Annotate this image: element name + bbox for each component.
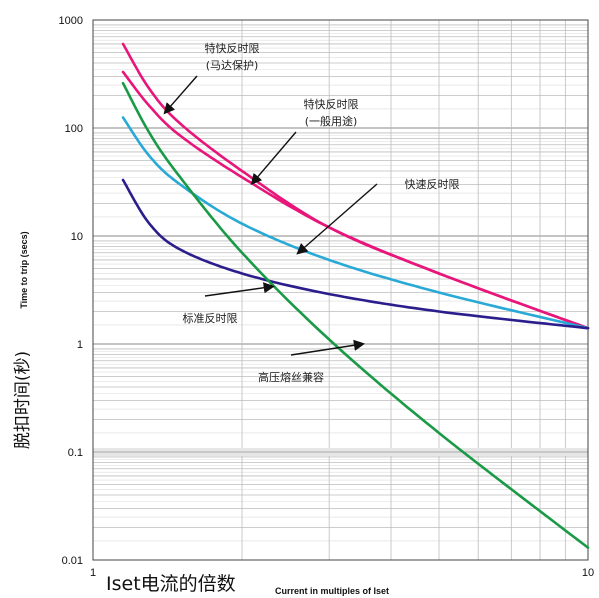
curve-label-0: 特快反时限 xyxy=(205,41,260,55)
annotation-arrow-1 xyxy=(250,131,297,186)
curves-layer xyxy=(121,42,590,549)
annotation-arrow-0 xyxy=(163,75,198,115)
x-tick-label: 1 xyxy=(90,567,96,579)
plot-frame xyxy=(92,19,589,561)
annotation-arrow-3 xyxy=(204,282,275,297)
curve-label-1: 特快反时限 xyxy=(304,97,359,111)
curve-label-1-line2: (一般用途) xyxy=(305,114,358,128)
y-tick-label: 10 xyxy=(71,231,83,243)
curve-label-0-line2: (马达保护) xyxy=(206,58,259,72)
series-line-3 xyxy=(121,178,590,330)
y-axis-label-en: Time to trip (secs) xyxy=(19,231,29,308)
x-axis-label-cn: Iset电流的倍数 xyxy=(106,573,236,595)
y-tick-label: 0.01 xyxy=(62,555,83,567)
curve-label-4: 高压熔丝兼容 xyxy=(258,370,324,384)
annotation-arrow-2 xyxy=(296,183,378,255)
curve-label-3: 标准反时限 xyxy=(183,311,238,325)
x-tick-label: 10 xyxy=(582,567,594,579)
y-tick-label: 100 xyxy=(65,123,83,135)
y-tick-label: 1000 xyxy=(59,15,83,27)
y-tick-label: 0.1 xyxy=(68,447,83,459)
series-line-4 xyxy=(121,81,590,549)
series-line-2 xyxy=(121,116,590,330)
annotation-arrow-4 xyxy=(290,339,366,356)
series-line-1 xyxy=(121,70,590,330)
curve-label-2: 快速反时限 xyxy=(405,178,460,191)
y-axis-label-cn: 脱扣时间(秒) xyxy=(13,351,33,449)
series-line-0 xyxy=(121,42,590,330)
x-axis-label-en: Current in multiples of Iset xyxy=(275,586,389,596)
y-tick-label: 1 xyxy=(77,339,83,351)
ticks-layer: 0.01 0.1 1 10 100 1000 1 10 xyxy=(59,15,595,579)
